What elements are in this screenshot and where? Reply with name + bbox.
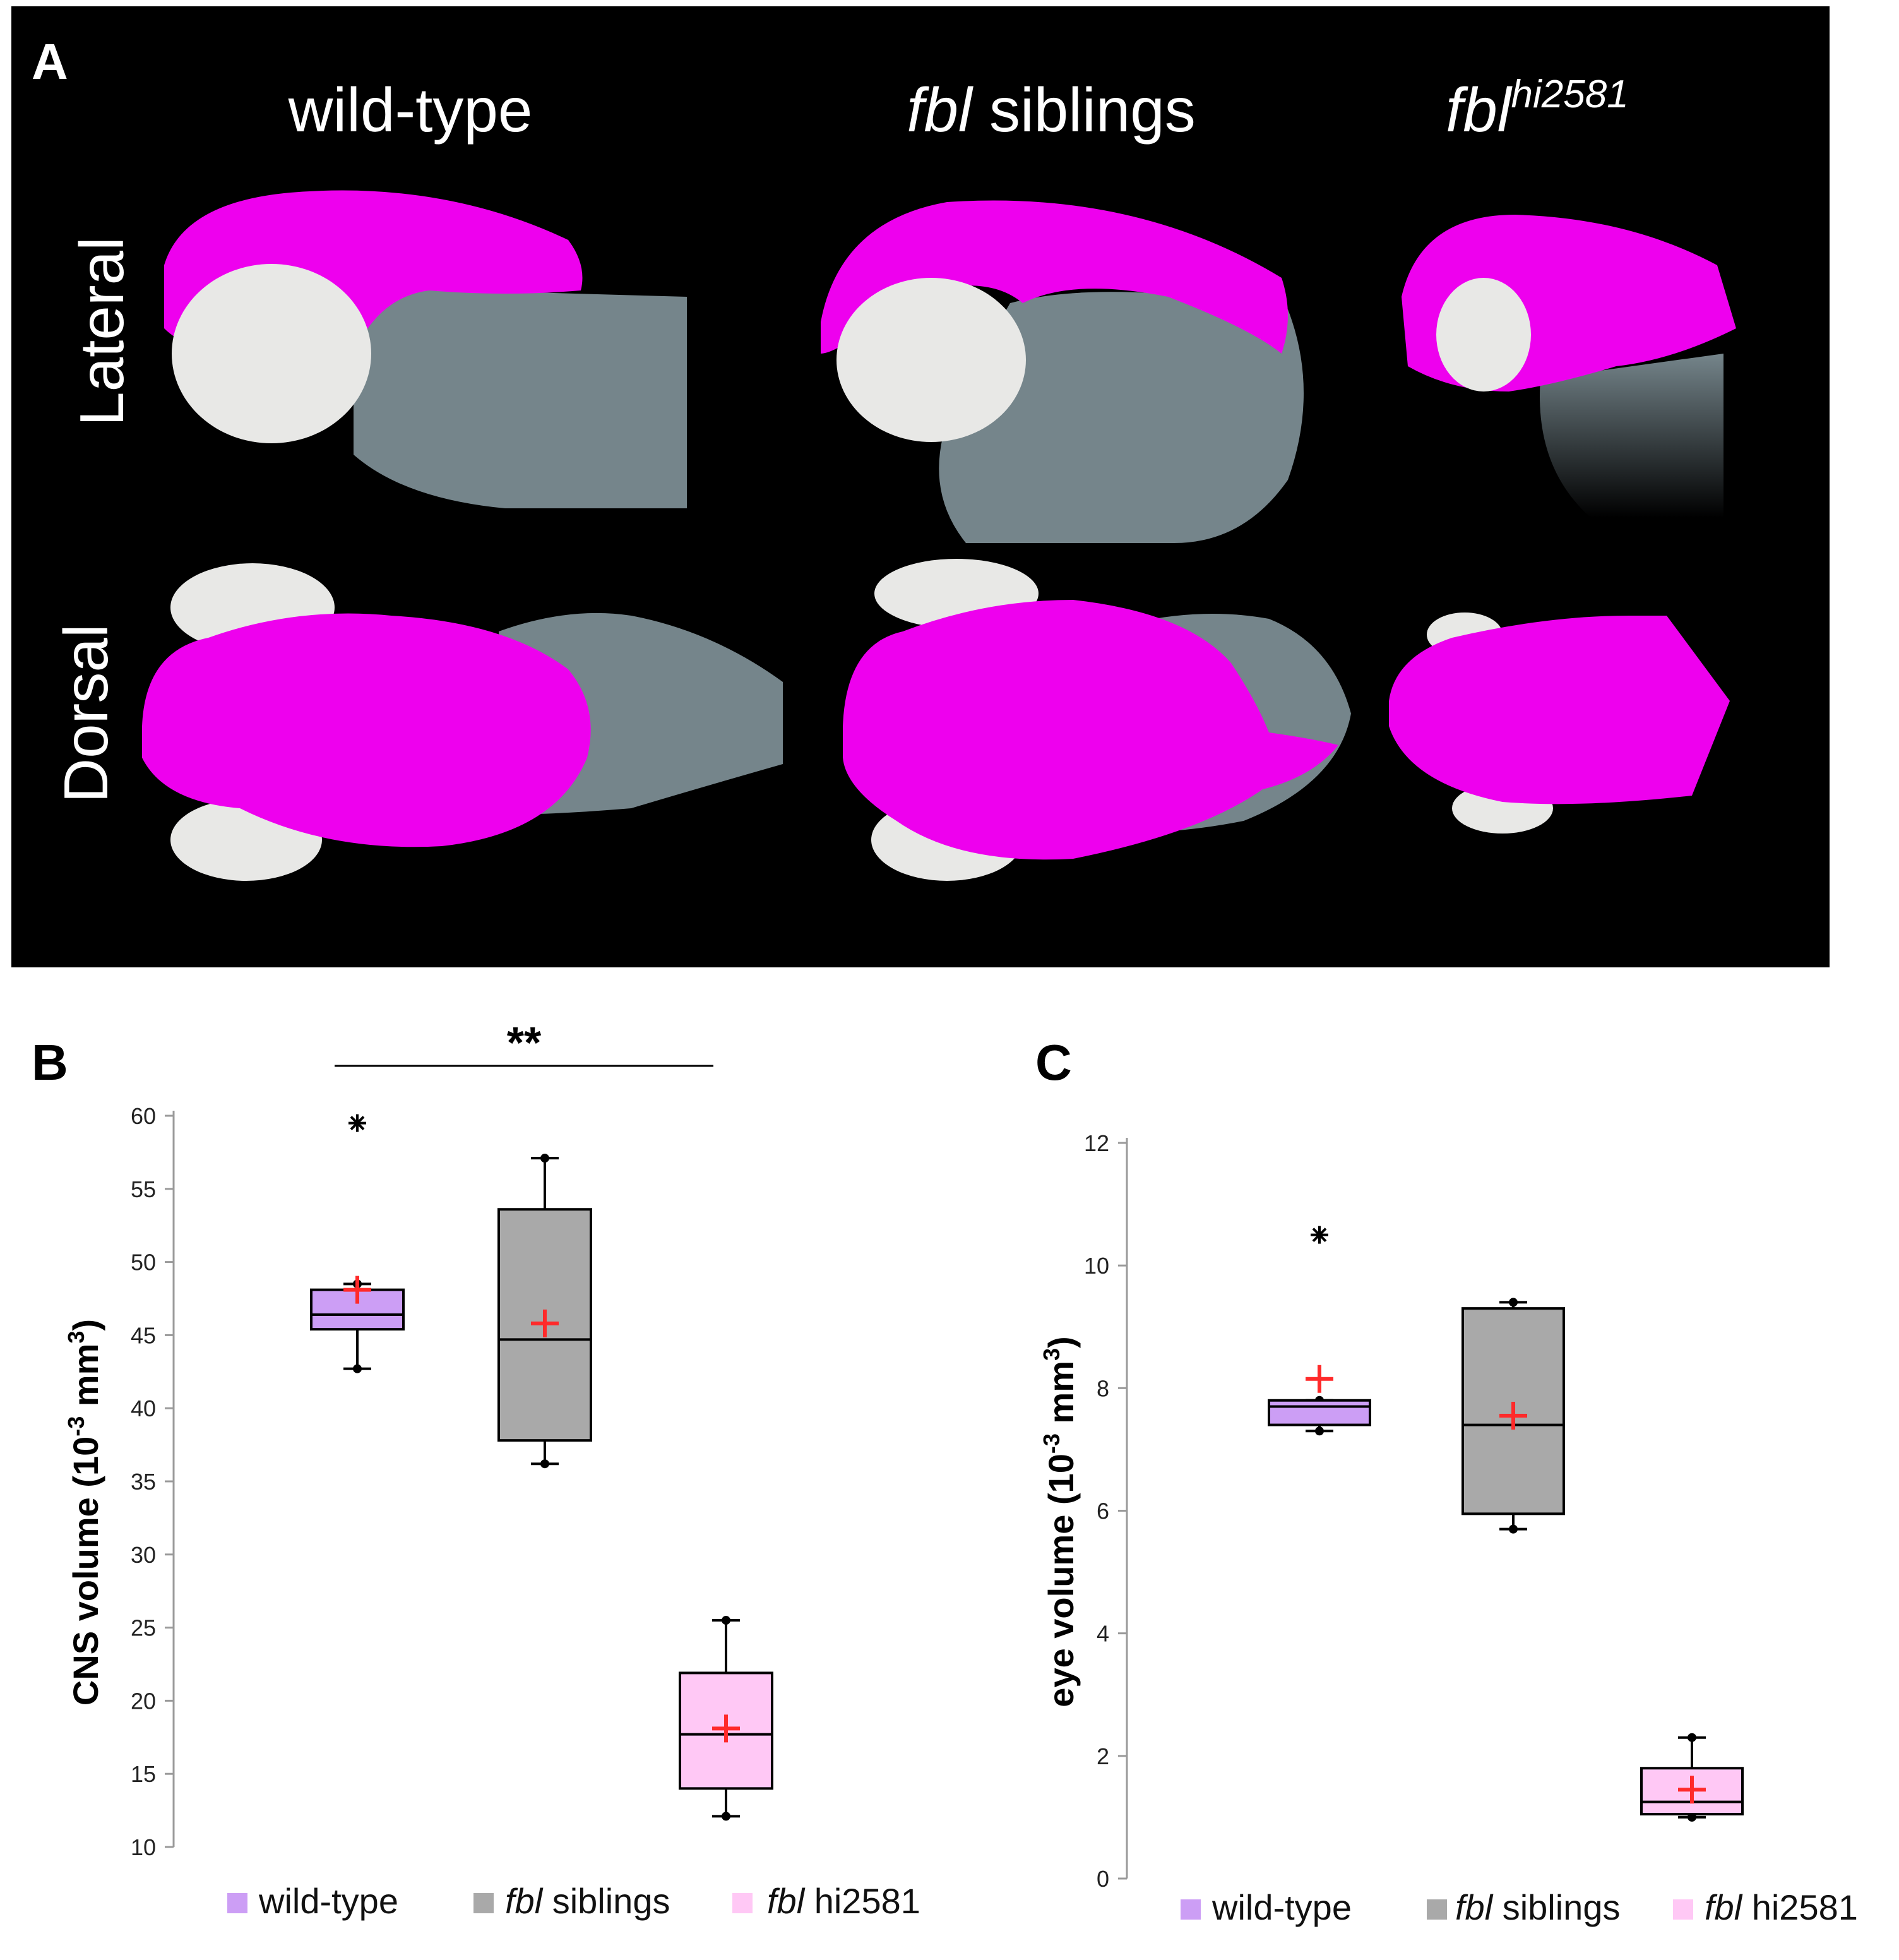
cns-shape xyxy=(1389,616,1730,804)
min-point xyxy=(540,1459,549,1469)
box-wild-type xyxy=(310,1114,405,1373)
min-point xyxy=(353,1364,362,1373)
y-tick-label: 60 xyxy=(131,1103,156,1129)
y-tick-label: 25 xyxy=(131,1615,156,1641)
min-point xyxy=(722,1812,730,1821)
column-header-wild-type: wild-type xyxy=(288,75,533,145)
y-tick-label: 20 xyxy=(131,1688,156,1714)
y-axis-title: eye volume (10-3 mm3) xyxy=(1039,1336,1081,1707)
body-shape xyxy=(1540,354,1723,518)
panel-a-letter: A xyxy=(32,33,68,90)
box-fbl-siblings xyxy=(497,1154,592,1469)
min-point xyxy=(1315,1426,1324,1436)
legend-label-fbl-siblings: fbl siblings xyxy=(505,1881,670,1921)
y-tick-label: 45 xyxy=(131,1322,156,1348)
panel-b: B ** CNS volume (10-3 mm3) 10 15 20 25 30 35 4… xyxy=(32,1018,920,1921)
box-fbl-hi2581 xyxy=(679,1616,773,1821)
legend-b: wild-type fbl siblings fbl hi2581 xyxy=(227,1881,920,1921)
y-axis-title: CNS volume (10-3 mm3) xyxy=(63,1319,105,1706)
panel-c: C eye volume (10-3 mm3) 0 2 4 6 8 10 12 wild-t… xyxy=(1035,1034,1858,1927)
cns-shape xyxy=(142,613,591,847)
column-header-fbl-hi2581: fblhi2581 xyxy=(1446,73,1629,145)
render-lateral-wild-type xyxy=(164,190,687,508)
chart-b-plot: 10 15 20 25 30 35 40 45 50 55 60 xyxy=(131,1103,773,1860)
row-label-lateral: Lateral xyxy=(67,237,136,426)
y-tick-label: 15 xyxy=(131,1761,156,1787)
legend-swatch-fbl-hi2581 xyxy=(1673,1899,1693,1920)
panel-a: A wild-type fbl siblings fblhi2581 Later… xyxy=(11,6,1830,967)
y-tick-label: 0 xyxy=(1097,1866,1109,1892)
render-dorsal-fbl-siblings xyxy=(843,559,1351,881)
legend-c: wild-type fbl siblings fbl hi2581 xyxy=(1181,1887,1858,1927)
render-dorsal-wild-type xyxy=(142,563,783,881)
eye-shape xyxy=(1436,278,1531,391)
max-point xyxy=(722,1616,730,1625)
y-tick-label: 6 xyxy=(1097,1498,1109,1524)
legend-label-fbl-hi2581: fbl hi2581 xyxy=(767,1881,920,1921)
outlier-marker xyxy=(350,1116,365,1130)
box-fbl-siblings xyxy=(1461,1298,1565,1534)
box-iqr xyxy=(1268,1399,1371,1426)
chart-c-plot: 0 2 4 6 8 10 12 xyxy=(1084,1130,1744,1892)
legend-swatch-wild-type xyxy=(1181,1899,1201,1920)
render-dorsal-fbl-hi2581 xyxy=(1389,612,1730,834)
box-fbl-hi2581 xyxy=(1640,1733,1744,1822)
legend-swatch-fbl-hi2581 xyxy=(732,1893,753,1913)
legend-label-fbl-siblings: fbl siblings xyxy=(1455,1887,1620,1927)
panel-b-letter: B xyxy=(32,1034,68,1091)
min-point xyxy=(1509,1524,1518,1534)
y-tick-label: 40 xyxy=(131,1395,156,1421)
cns-shape xyxy=(843,600,1338,860)
eye-shape xyxy=(172,264,371,443)
y-tick-label: 10 xyxy=(1084,1253,1109,1279)
y-tick-label: 35 xyxy=(131,1469,156,1495)
legend-swatch-wild-type xyxy=(227,1893,247,1913)
y-tick-label: 50 xyxy=(131,1250,156,1276)
max-point xyxy=(1509,1298,1518,1307)
y-tick-label: 8 xyxy=(1097,1375,1109,1401)
y-tick-label: 12 xyxy=(1084,1130,1109,1156)
body-shape xyxy=(354,287,687,508)
render-lateral-fbl-hi2581 xyxy=(1402,215,1736,518)
row-label-dorsal: Dorsal xyxy=(51,624,121,803)
legend-label-wild-type: wild-type xyxy=(258,1881,398,1921)
column-header-fbl-siblings: fbl siblings xyxy=(907,75,1196,145)
max-point xyxy=(540,1154,549,1163)
outlier-marker xyxy=(1312,1228,1327,1243)
body-shape xyxy=(939,292,1304,543)
max-point xyxy=(1688,1733,1696,1742)
y-tick-label: 4 xyxy=(1097,1621,1109,1647)
legend-label-fbl-hi2581: fbl hi2581 xyxy=(1705,1887,1858,1927)
legend-swatch-fbl-siblings xyxy=(473,1893,494,1913)
significance-label: ** xyxy=(507,1018,542,1067)
panel-c-letter: C xyxy=(1035,1034,1072,1091)
y-tick-label: 10 xyxy=(131,1834,156,1860)
y-tick-label: 2 xyxy=(1097,1743,1109,1769)
legend-label-wild-type: wild-type xyxy=(1211,1887,1352,1927)
y-tick-label: 55 xyxy=(131,1176,156,1202)
box-wild-type xyxy=(1268,1226,1371,1436)
eye-shape xyxy=(836,278,1026,442)
y-tick-label: 30 xyxy=(131,1542,156,1568)
cns-shape xyxy=(821,200,1288,354)
legend-swatch-fbl-siblings xyxy=(1427,1899,1447,1920)
render-lateral-fbl-siblings xyxy=(821,200,1304,543)
